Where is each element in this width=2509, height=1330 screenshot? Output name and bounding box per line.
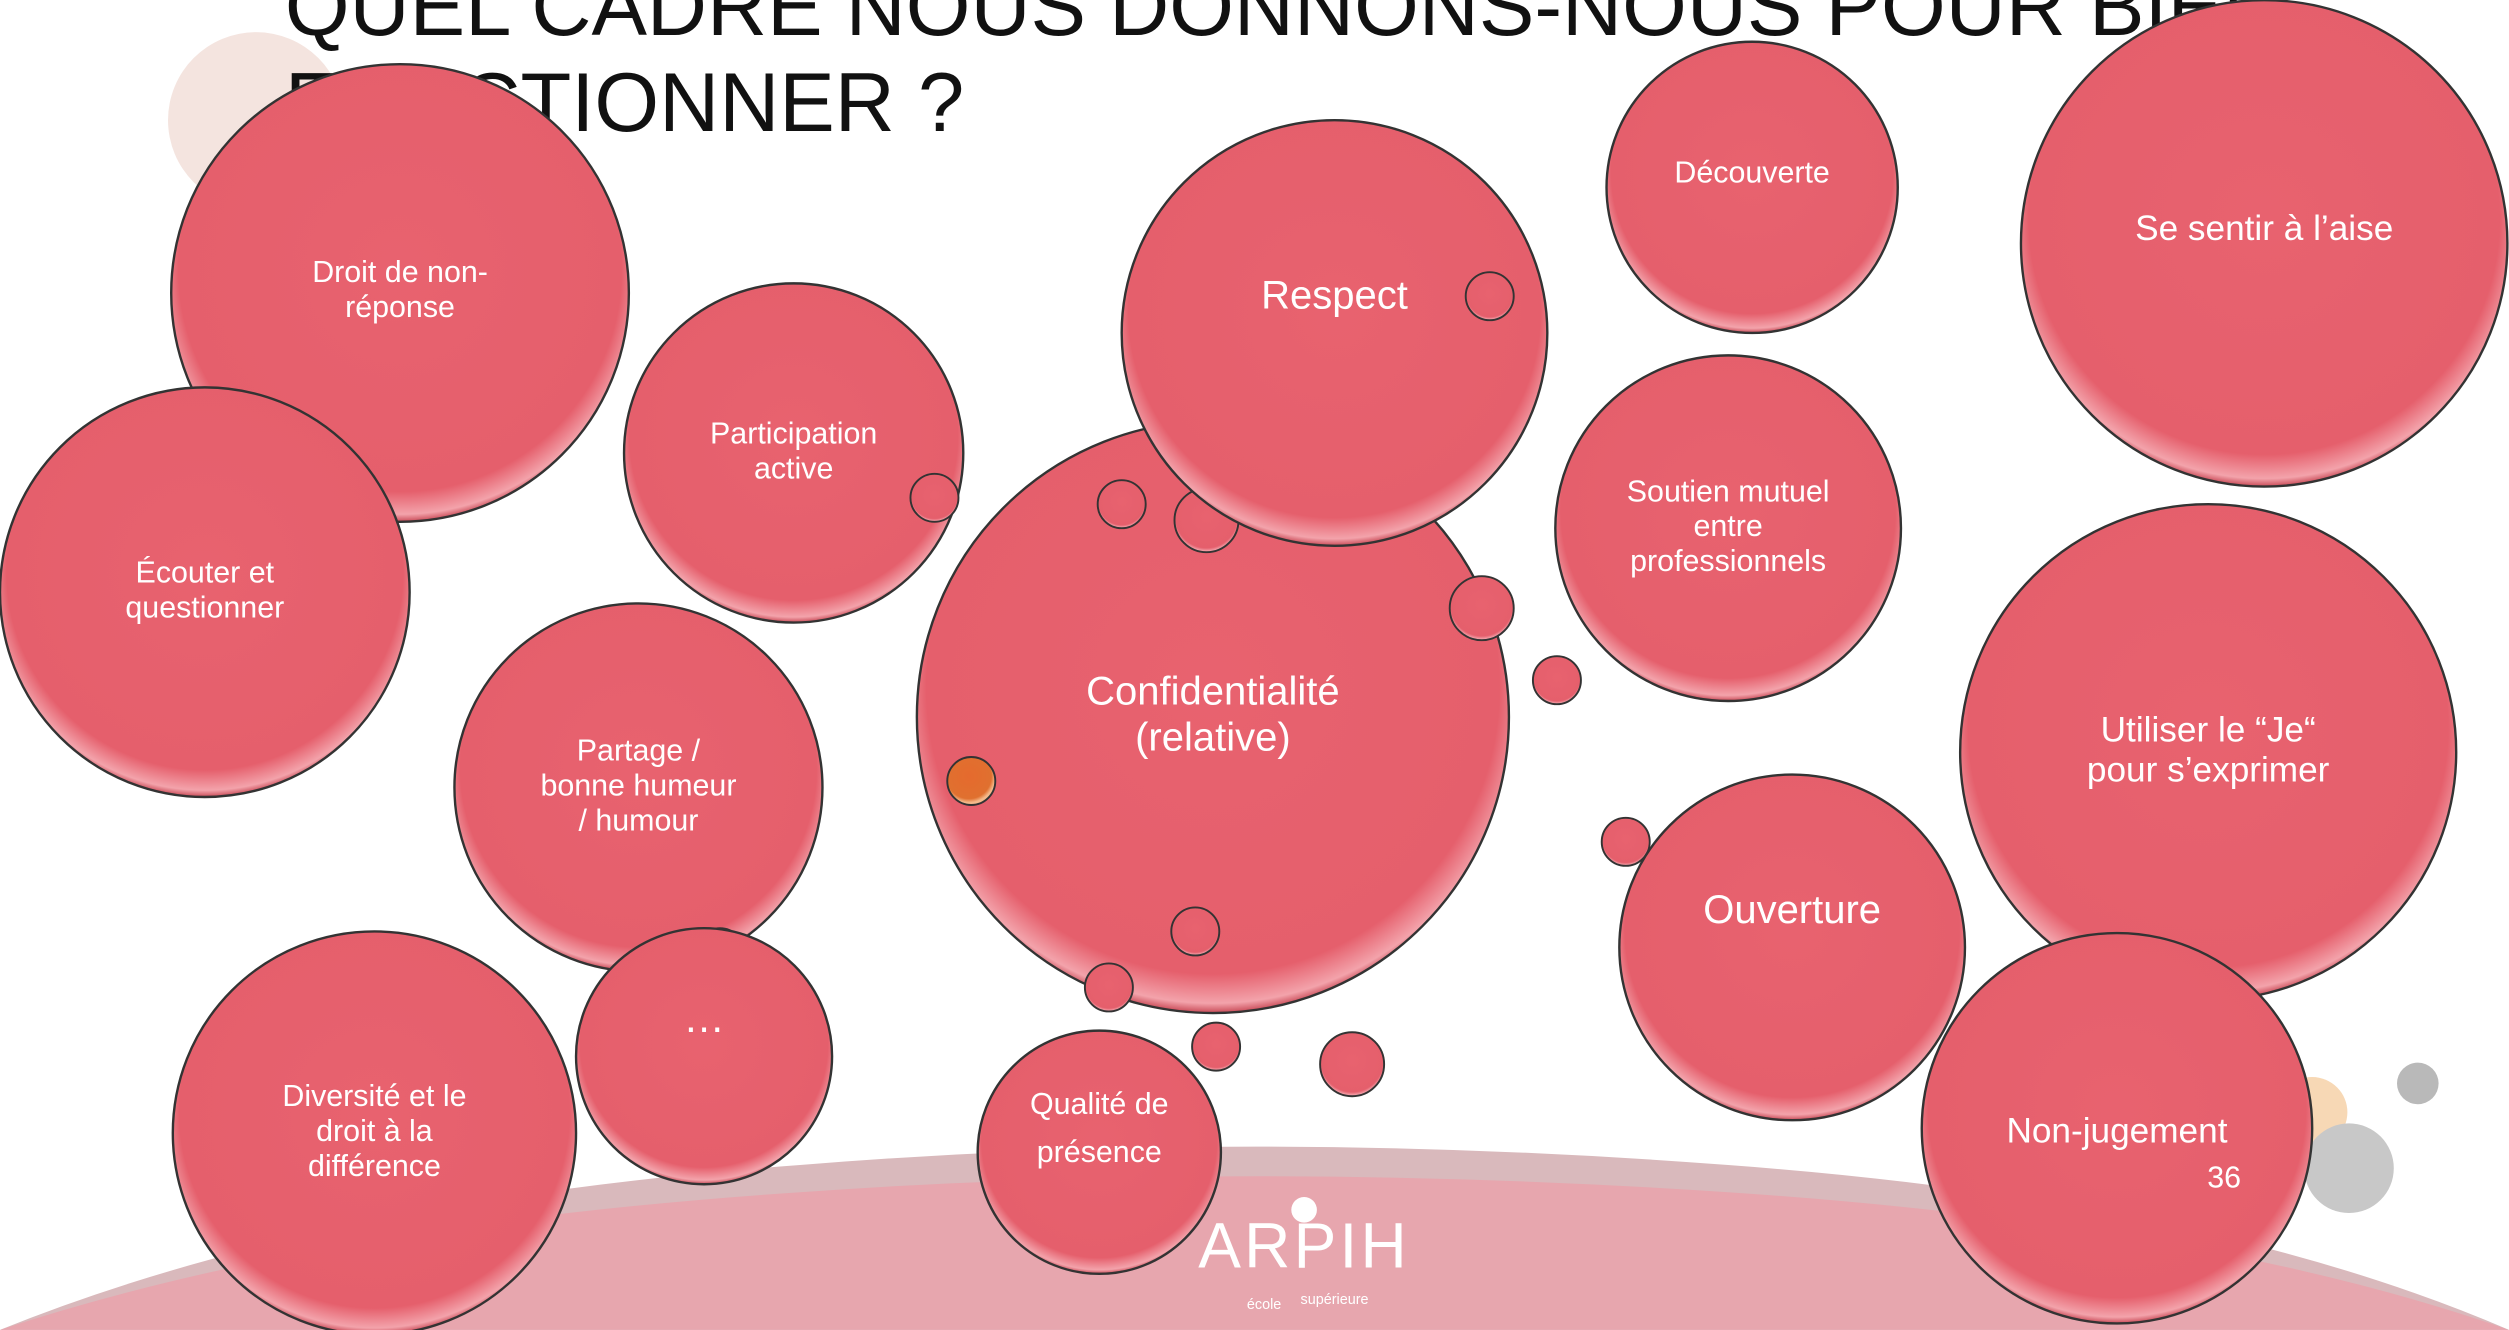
background [0, 32, 2509, 1330]
bubble-label: Découverte [1674, 156, 1829, 190]
small-bubble [1083, 962, 1134, 1013]
bubble [574, 927, 834, 1186]
logo: ARPIH école supérieure [1198, 1197, 1407, 1313]
page-number: 36 [2207, 1160, 2241, 1194]
small-bubble [1191, 1021, 1242, 1072]
bubble [1920, 931, 2314, 1325]
small-bubble [1319, 1031, 1386, 1098]
bubble [1618, 773, 1967, 1122]
bubble-label: Soutien mutuel [1627, 474, 1830, 508]
bubble-label: active [754, 451, 833, 485]
bubble-label: Participation [710, 417, 877, 451]
bubble [622, 282, 965, 624]
small-bubble [1464, 271, 1515, 322]
bubble [1554, 354, 1903, 703]
small-bubble [909, 472, 960, 523]
bubble-label: bonne humeur [540, 768, 736, 802]
bubble-label: entre [1693, 509, 1762, 543]
bubble [976, 1029, 1223, 1276]
bubble-label: Qualité de [1030, 1087, 1169, 1121]
bubble-label: Se sentir à l’aise [2135, 209, 2393, 248]
bubble-label: Ouverture [1703, 888, 1881, 932]
bubble-label: Partage / [577, 733, 701, 767]
title-line: QUEL CADRE NOUS DONNONS-NOUS POUR BIEN [285, 0, 2283, 53]
bubble [2019, 0, 2509, 488]
bubble-label: Écouter et [136, 556, 275, 590]
bubble-label: Respect [1261, 273, 1408, 317]
bubble-label: présence [1037, 1135, 1162, 1169]
small-bubble [1448, 575, 1515, 642]
small-bubble [1096, 479, 1147, 530]
bubble-label: Droit de non- [312, 255, 488, 289]
bubble [0, 386, 411, 799]
small-bubble [946, 756, 997, 806]
bubble-label: / humour [578, 803, 698, 837]
bubble-label: différence [308, 1149, 441, 1183]
small-bubble [1170, 906, 1221, 957]
bubble-label: … [683, 994, 725, 1041]
small-bubble [1531, 655, 1582, 706]
bubble-label: professionnels [1630, 544, 1826, 578]
logo-sub: supérieure [1301, 1292, 1369, 1308]
bubble-label: Confidentialité [1086, 670, 1340, 714]
bubble [171, 930, 578, 1330]
bubble [1120, 118, 1549, 547]
bubble-label: réponse [345, 290, 455, 324]
bubble [1605, 40, 1899, 335]
bubble-label: Non-jugement [2006, 1111, 2227, 1150]
small-bubble [1600, 816, 1651, 867]
bubble-label: questionner [125, 591, 284, 625]
logo-sub: école [1247, 1297, 1281, 1313]
bubble-label: (relative) [1135, 716, 1291, 760]
bubble-label: Diversité et le [282, 1079, 466, 1113]
bubble-label: pour s’exprimer [2087, 751, 2330, 790]
bubble-label: Utiliser le “Je“ [2101, 710, 2316, 749]
bubble-label: droit à la [316, 1114, 433, 1148]
